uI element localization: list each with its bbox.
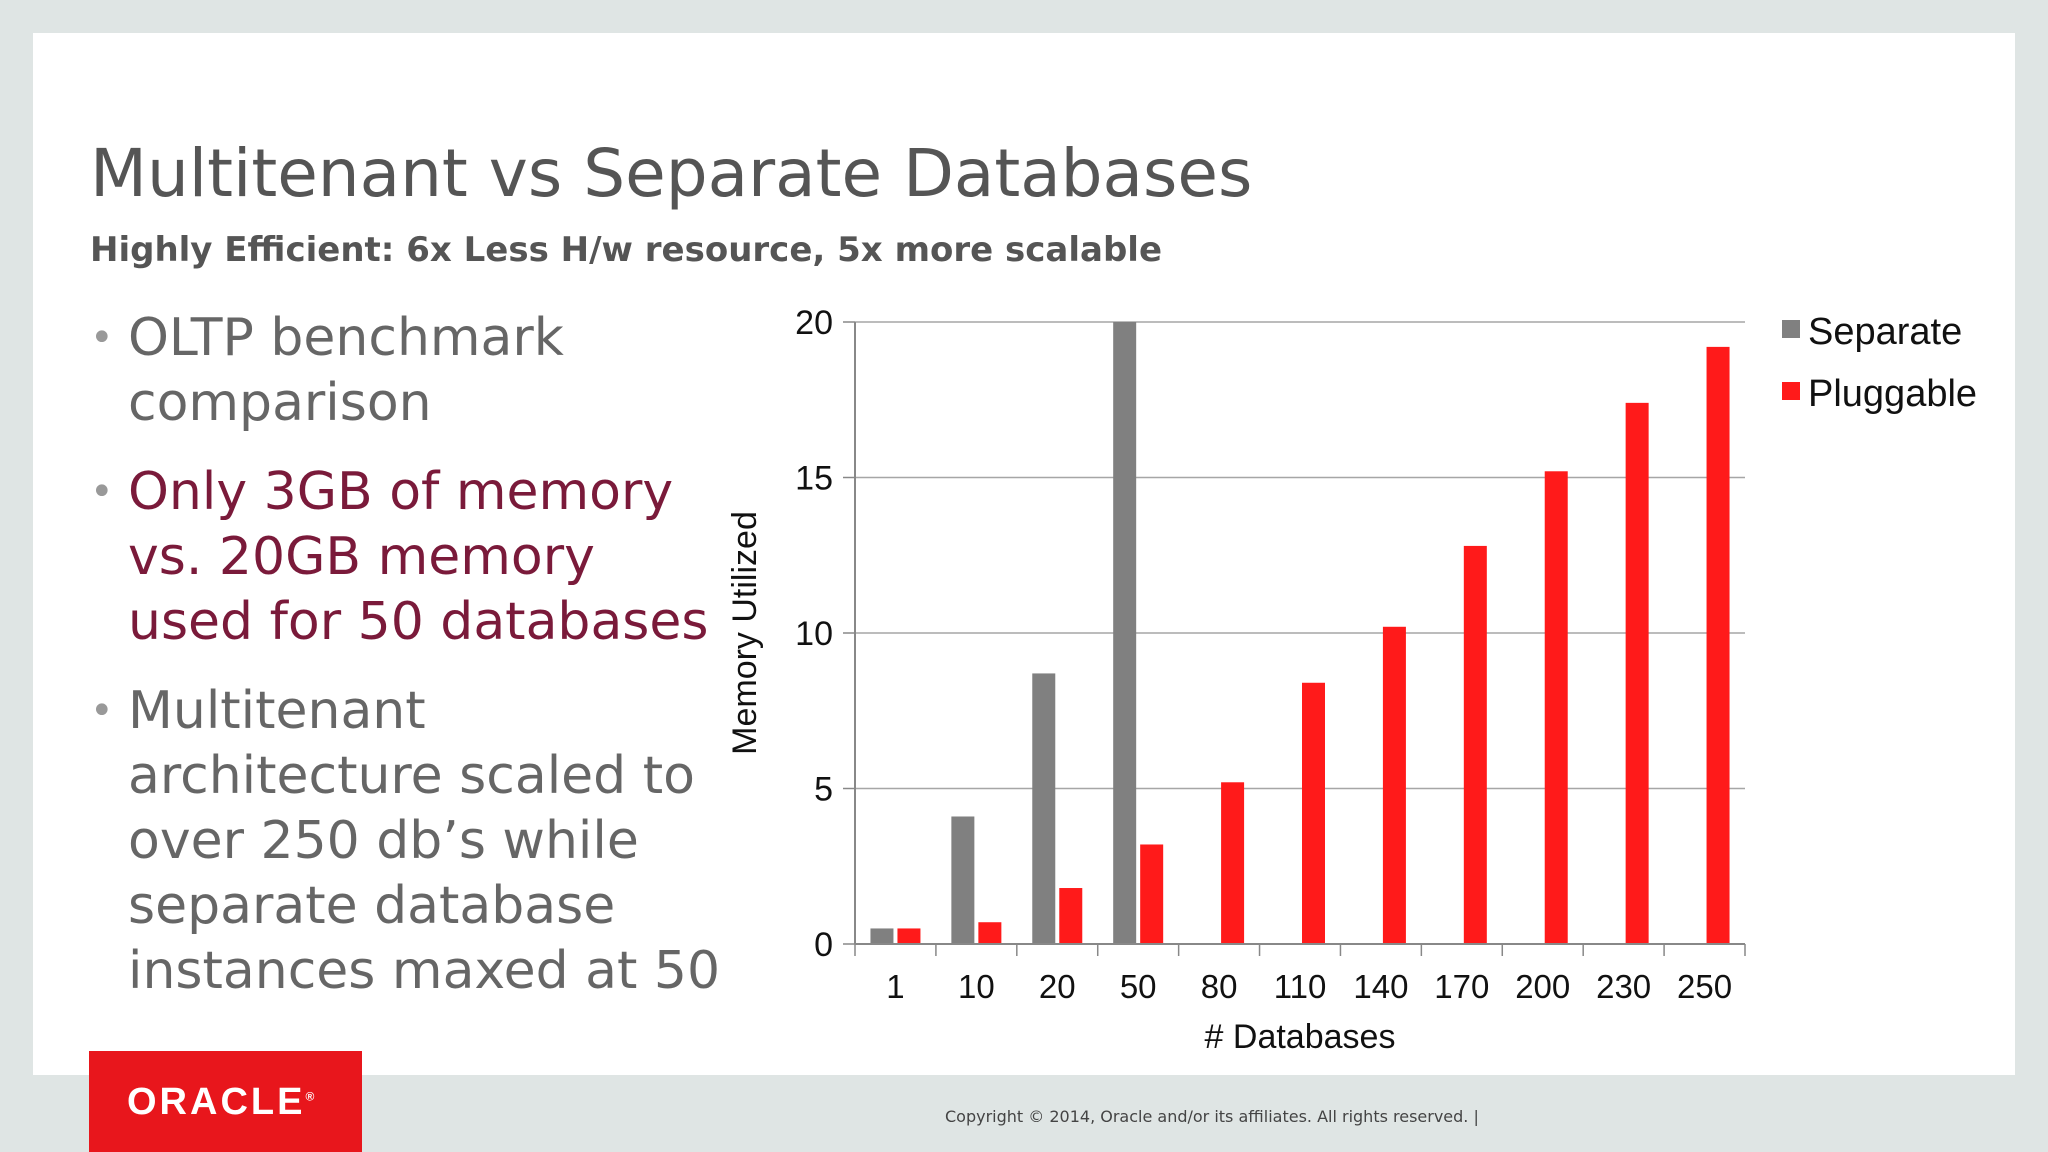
slide-subtitle: Highly Efficient: 6x Less H/w resource, … — [90, 230, 1163, 270]
bullet-item: • OLTP benchmark comparison — [90, 306, 730, 436]
bar-pluggable — [1382, 626, 1406, 944]
x-tick-label: 230 — [1596, 968, 1651, 1005]
y-tick-label: 0 — [814, 926, 833, 964]
bar-pluggable — [897, 928, 921, 944]
x-tick-label: 20 — [1039, 968, 1076, 1005]
oracle-logo: ORACLE® — [89, 1051, 362, 1152]
slide — [33, 33, 2015, 1075]
bar-pluggable — [1221, 782, 1245, 944]
x-tick-label: 110 — [1274, 968, 1327, 1005]
bar-pluggable — [1706, 346, 1730, 944]
bar-pluggable — [1302, 682, 1325, 944]
bar-pluggable — [1463, 545, 1487, 944]
bullet-item: • Multitenant architecture scaled to over… — [90, 679, 730, 1004]
bullet-dot-icon: • — [90, 315, 114, 361]
x-tick-label: 10 — [958, 968, 995, 1005]
legend-swatch-pluggable — [1782, 382, 1800, 400]
y-tick-label: 15 — [795, 460, 833, 498]
y-tick-label: 10 — [795, 615, 833, 653]
bar-pluggable — [978, 922, 1002, 944]
bar-pluggable — [1544, 471, 1568, 944]
bullet-item: • Only 3GB of memory vs. 20GB memory used… — [90, 460, 730, 655]
x-tick-label: 170 — [1434, 968, 1489, 1005]
x-tick-label: 80 — [1201, 968, 1238, 1005]
bar-separate — [870, 928, 894, 944]
bullet-text: Multitenant architecture scaled to over … — [128, 681, 721, 1001]
bullet-dot-icon: • — [90, 688, 114, 734]
bar-separate — [951, 816, 975, 944]
x-tick-label: 140 — [1353, 968, 1408, 1005]
bar-pluggable — [1140, 844, 1164, 944]
y-tick-label: 20 — [795, 304, 833, 342]
x-axis-label: # Databases — [1205, 1018, 1396, 1056]
bar-pluggable — [1625, 402, 1649, 944]
x-tick-label: 50 — [1120, 968, 1157, 1005]
registered-mark: ® — [305, 1089, 315, 1104]
bullet-text: OLTP benchmark comparison — [128, 308, 564, 433]
y-axis-label: Memory Utilized — [726, 511, 764, 755]
x-tick-label: 250 — [1677, 968, 1732, 1005]
bullet-list: • OLTP benchmark comparison • Only 3GB of m… — [90, 306, 730, 1028]
bar-pluggable — [1059, 888, 1083, 944]
legend-label-separate: Separate — [1808, 311, 1962, 353]
bar-separate — [1032, 673, 1056, 944]
bar-separate — [1113, 322, 1137, 944]
legend-label-pluggable: Pluggable — [1808, 373, 1977, 415]
legend-swatch-separate — [1782, 320, 1800, 338]
copyright-footer: Copyright © 2014, Oracle and/or its affi… — [945, 1107, 1479, 1126]
y-tick-label: 5 — [814, 771, 833, 809]
bullet-dot-icon: • — [90, 469, 114, 515]
x-tick-label: 1 — [886, 968, 904, 1005]
x-tick-label: 200 — [1515, 968, 1570, 1005]
slide-title: Multitenant vs Separate Databases — [90, 135, 1253, 212]
logo-text: ORACLE — [127, 1081, 306, 1123]
bullet-text: Only 3GB of memory vs. 20GB memory used … — [128, 462, 709, 652]
